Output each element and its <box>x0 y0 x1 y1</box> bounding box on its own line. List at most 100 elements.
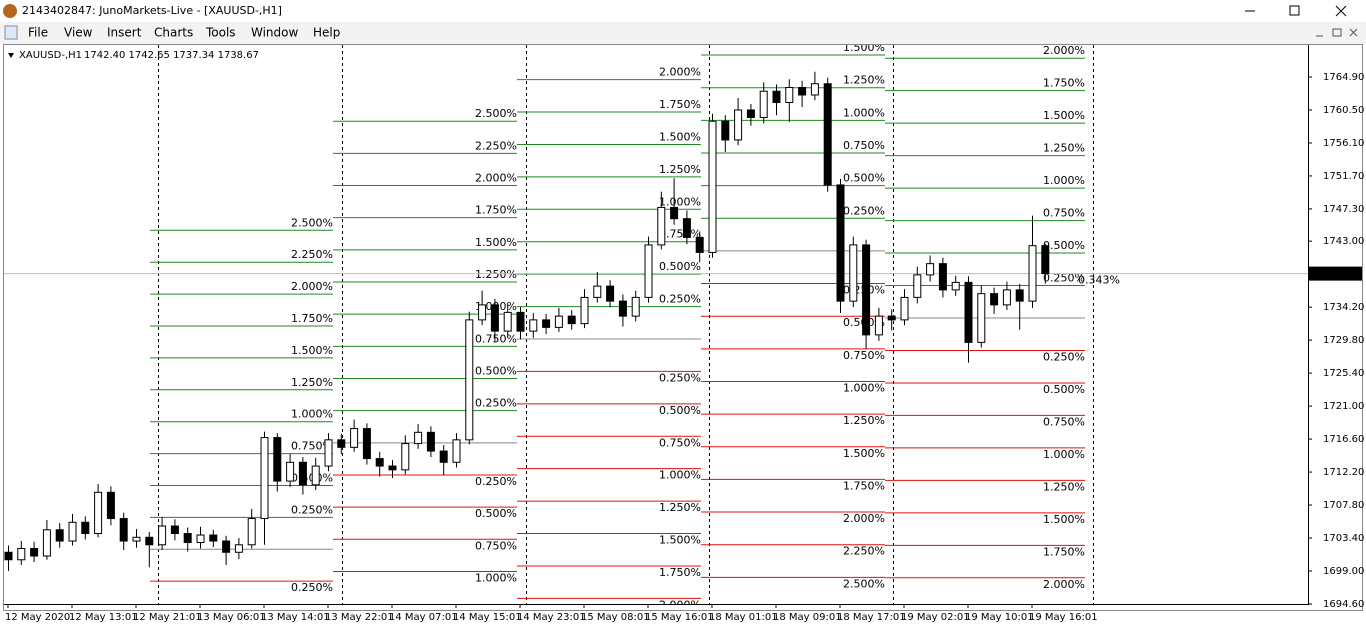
level-label: 0.500% <box>659 260 701 273</box>
level-label: 0.750% <box>475 332 517 345</box>
candle-body <box>1015 289 1024 302</box>
close-button[interactable] <box>1335 5 1347 17</box>
y-tick-label: 1760.50 <box>1323 105 1364 116</box>
candle-body <box>247 518 256 546</box>
y-tick-label: 1712.20 <box>1323 467 1364 478</box>
candle-body <box>798 86 807 96</box>
y-tick-label: 1725.40 <box>1323 368 1364 379</box>
doc-icon <box>4 25 18 40</box>
x-tick-label: 14 May 23:01 <box>517 612 586 623</box>
level-label: 1.500% <box>1043 513 1085 526</box>
axes: 1764.90 1760.50 1756.10 1751.70 1747.30 1743.… <box>5 72 1364 623</box>
candle-body <box>196 534 205 544</box>
symbol-menu-arrow[interactable] <box>8 53 14 58</box>
x-tick-label: 14 May 15:01 <box>453 612 522 623</box>
level-label: 0.750% <box>1043 415 1085 428</box>
candle-body <box>554 315 563 328</box>
level-label: 2.250% <box>843 545 885 558</box>
level-extra-label: 0.343% <box>1078 273 1120 286</box>
candle-body <box>81 521 90 535</box>
level-label: 0.500% <box>1043 383 1085 396</box>
x-tick-label: 13 May 22:01 <box>325 612 394 623</box>
candle-body <box>1041 245 1050 275</box>
level-label: 1.750% <box>475 204 517 217</box>
candle-body <box>580 296 589 325</box>
level-label: 1.000% <box>1043 448 1085 461</box>
candle-body <box>503 311 512 332</box>
candle-body <box>311 465 320 486</box>
candle-body <box>913 274 922 298</box>
level-label: 1.750% <box>659 566 701 579</box>
candle-body <box>900 296 909 321</box>
candle-body <box>734 109 743 141</box>
level-label: 1.250% <box>291 376 333 389</box>
candle-body <box>618 300 627 317</box>
candle-body <box>951 281 960 291</box>
candle-body <box>452 439 461 463</box>
candle-body <box>593 285 602 298</box>
candle-body <box>234 544 243 553</box>
level-label: 0.750% <box>291 440 333 453</box>
candle-body <box>542 319 551 328</box>
window-title: 2143402847: JunoMarkets-Live - [XAUUSD-,… <box>22 4 282 17</box>
level-label: 0.750% <box>659 228 701 241</box>
level-label: 0.750% <box>1043 207 1085 220</box>
menu-item[interactable]: Help <box>313 26 340 40</box>
level-label: 2.500% <box>843 577 885 590</box>
candle-body <box>170 525 179 535</box>
menu-item[interactable]: Window <box>251 26 299 40</box>
x-tick-label: 19 May 02:01 <box>901 612 970 623</box>
x-tick-label: 12 May 2020 <box>5 612 70 623</box>
candle-body <box>529 319 538 332</box>
menu-item[interactable]: File <box>28 26 48 40</box>
level-label: 2.000% <box>1043 44 1085 57</box>
level-label: 0.500% <box>843 172 885 185</box>
menu-item[interactable]: Charts <box>154 26 193 40</box>
candle-body <box>298 461 307 486</box>
level-label: 1.000% <box>659 195 701 208</box>
mdi-restore[interactable] <box>1332 28 1342 37</box>
level-label: 1.500% <box>843 41 885 54</box>
candle-body <box>746 109 755 118</box>
candle-body <box>17 548 26 561</box>
level-label: 2.000% <box>659 598 701 611</box>
level-label: 0.250% <box>659 371 701 384</box>
candle-body <box>1002 289 1011 306</box>
candle-body <box>55 529 64 542</box>
candle-body <box>401 443 410 471</box>
candle-body <box>388 465 397 471</box>
y-tick-label: 1751.70 <box>1323 171 1364 182</box>
level-label: 0.750% <box>475 539 517 552</box>
candle-body <box>362 428 371 460</box>
candle-body <box>721 120 730 141</box>
y-tick-label: 1729.80 <box>1323 335 1364 346</box>
candle-body <box>465 319 474 441</box>
candle-body <box>990 293 999 306</box>
menu-item[interactable]: View <box>64 26 93 40</box>
candle-body <box>682 218 691 238</box>
menu-item[interactable]: Insert <box>107 26 142 40</box>
candle-body <box>708 120 717 253</box>
restore-button[interactable] <box>1289 5 1300 16</box>
level-label: 1.250% <box>843 74 885 87</box>
y-tick-label: 1699.00 <box>1323 566 1364 577</box>
level-label: 0.750% <box>843 139 885 152</box>
mdi-close[interactable] <box>1349 28 1358 37</box>
candle-body <box>631 296 640 317</box>
level-label: 1.750% <box>1043 77 1085 90</box>
menu-item[interactable]: Tools <box>205 26 236 40</box>
candle-body <box>644 244 653 298</box>
level-label: 1.500% <box>659 130 701 143</box>
x-tick-label: 15 May 16:01 <box>645 612 714 623</box>
candle-body <box>657 206 666 246</box>
level-label: 1.250% <box>659 163 701 176</box>
candle-body <box>260 437 269 520</box>
candle-body <box>158 525 167 546</box>
level-label: 0.500% <box>475 507 517 520</box>
plot-area: 0.250% 0.500% 0.750% 1.000% 1.250% 1.500% 1.75… <box>4 41 1308 611</box>
level-label: 0.250% <box>659 293 701 306</box>
level-label: 2.000% <box>1043 578 1085 591</box>
candle-body <box>695 236 704 253</box>
level-label: 0.500% <box>475 364 517 377</box>
